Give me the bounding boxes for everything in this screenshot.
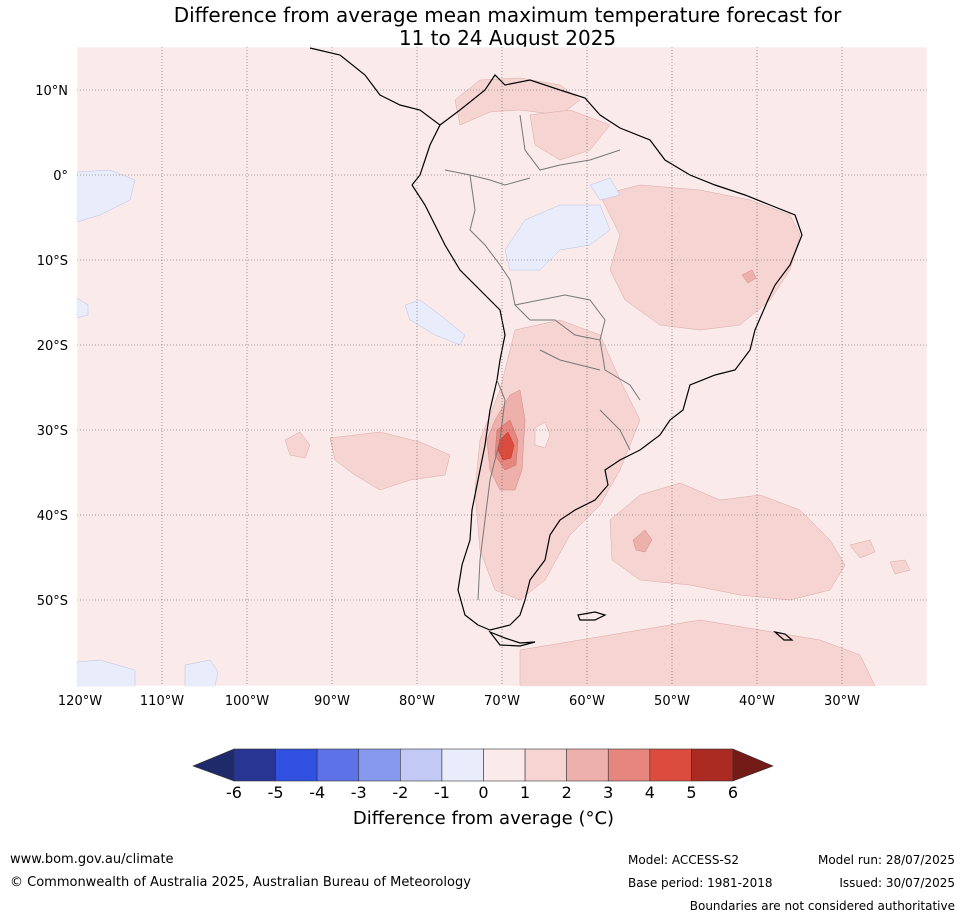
lon-label-80w: 80°W	[399, 694, 435, 709]
colorbar-tick-label: 0	[478, 783, 488, 802]
footer-url[interactable]: www.bom.gov.au/climate	[10, 852, 174, 867]
footer-issued: Issued: 30/07/2025	[839, 876, 955, 890]
title-line-1: Difference from average mean maximum tem…	[173, 3, 842, 27]
footer-model: Model: ACCESS-S2	[628, 853, 740, 867]
coastline-central-america	[309, 47, 441, 186]
footer-disclaimer: Boundaries are not considered authoritat…	[689, 899, 955, 913]
colorbar-tick-label: 6	[728, 783, 738, 802]
lon-label-100w: 100°W	[225, 694, 269, 709]
colorbar-segment	[691, 748, 734, 782]
coastline-falklands	[577, 611, 607, 621]
anomaly-region-1to2-south-atlantic	[609, 482, 846, 601]
colorbar: -6 -5 -4 -3 -2 -1 0 1 2 3 4 5 6	[192, 748, 774, 802]
anomaly-regions	[76, 77, 911, 687]
anomaly-region-1to2-southeast-pacific	[329, 431, 451, 491]
colorbar-tick-label: 4	[645, 783, 655, 802]
colorbar-tick-label: 2	[562, 783, 572, 802]
graticule	[77, 47, 927, 686]
colorbar-segment	[483, 748, 526, 782]
map-title: Difference from average mean maximum tem…	[0, 4, 965, 50]
anomaly-region-1to2-guiana	[529, 109, 611, 161]
anomaly-region-2to3-atlantic	[632, 529, 653, 553]
colorbar-tick-label: -2	[392, 783, 408, 802]
colorbar-segment	[400, 748, 443, 782]
coastline-caribbean-north	[439, 74, 803, 631]
colorbar-tick-label: -1	[434, 783, 450, 802]
footer-copyright: © Commonwealth of Australia 2025, Austra…	[10, 875, 471, 890]
anomaly-region-1to2-far-southeast	[849, 539, 911, 575]
anomaly-region-cool-argentina-spot	[534, 421, 551, 449]
lat-label-0: 0°	[53, 169, 68, 184]
anomaly-region-1to2-small-pacific	[284, 431, 311, 459]
lon-label-40w: 40°W	[739, 694, 775, 709]
map-frame	[76, 46, 928, 687]
lon-label-120w: 120°W	[58, 694, 102, 709]
colorbar-tick-label: -4	[309, 783, 325, 802]
footer-base-period: Base period: 1981-2018	[628, 876, 773, 890]
lat-label-50s: 50°S	[37, 594, 68, 609]
anomaly-region-2to3-brazil-spot	[741, 269, 757, 284]
anomaly-region-cool-north-amazon	[589, 177, 621, 201]
colorbar-segment	[358, 748, 401, 782]
lat-label-10s: 10°S	[37, 254, 68, 269]
colorbar-label: Difference from average (°C)	[352, 808, 615, 829]
coastline-tierra-del-fuego	[488, 630, 536, 647]
colorbar-tick-label: -3	[351, 783, 367, 802]
footer-model-run: Model run: 28/07/2025	[817, 853, 955, 867]
lon-label-70w: 70°W	[484, 694, 520, 709]
colorbar-tick-label: -5	[268, 783, 284, 802]
colorbar-tick-label: -6	[226, 783, 242, 802]
lon-label-30w: 30°W	[824, 694, 860, 709]
anomaly-region-1to2-northeast-brazil	[599, 184, 801, 331]
country-borders	[444, 114, 641, 601]
colorbar-low-extension	[192, 748, 235, 782]
lat-label-30s: 30°S	[37, 424, 68, 439]
colorbar-tick-label: 3	[603, 783, 613, 802]
anomaly-region-1to2-central-south-america	[474, 319, 641, 601]
colorbar-tick-label: 5	[686, 783, 696, 802]
colorbar-segments	[233, 748, 734, 782]
coastline-south-georgia	[772, 630, 794, 641]
latitude-labels: 10°N 0° 10°S 20°S 30°S 40°S 50°S	[35, 84, 68, 609]
lat-label-40s: 40°S	[37, 509, 68, 524]
colorbar-tick-label: 1	[520, 783, 530, 802]
lon-label-60w: 60°W	[569, 694, 605, 709]
lat-label-20s: 20°S	[37, 339, 68, 354]
colorbar-segment	[649, 748, 692, 782]
title-line-2: 11 to 24 August 2025	[398, 26, 617, 50]
colorbar-segment	[275, 748, 318, 782]
colorbar-segment	[566, 748, 609, 782]
colorbar-segment	[441, 748, 484, 782]
lon-label-50w: 50°W	[654, 694, 690, 709]
anomaly-region-cool-east-pacific	[404, 299, 466, 346]
lat-label-10n: 10°N	[35, 84, 68, 99]
colorbar-segment	[524, 748, 567, 782]
colorbar-high-extension	[732, 748, 774, 782]
colorbar-segment	[316, 748, 360, 782]
colorbar-segment	[607, 748, 651, 782]
anomaly-region-cool-amazon	[504, 204, 611, 271]
anomaly-region-1to2-southern-ocean	[519, 619, 876, 687]
lon-label-90w: 90°W	[314, 694, 350, 709]
longitude-labels: 120°W 110°W 100°W 90°W 80°W 70°W 60°W 50…	[58, 694, 860, 709]
colorbar-tick-labels: -6 -5 -4 -3 -2 -1 0 1 2 3 4 5 6	[226, 783, 738, 802]
colorbar-segment	[233, 748, 276, 782]
lon-label-110w: 110°W	[140, 694, 184, 709]
